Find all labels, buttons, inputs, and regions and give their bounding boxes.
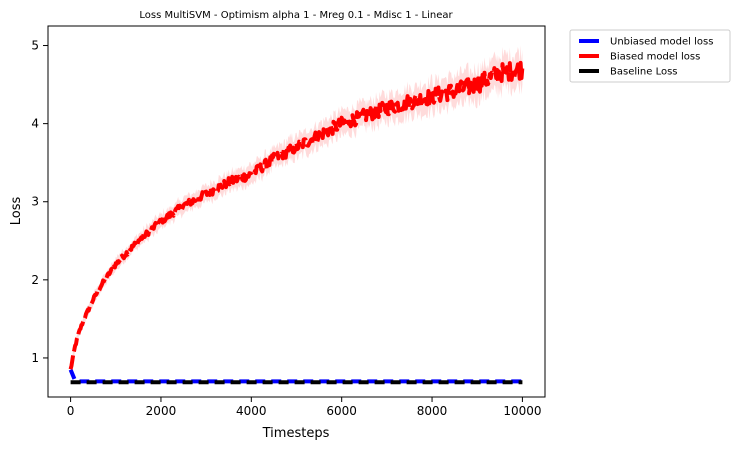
plot-frame [47, 25, 546, 398]
y-tick-label: 3 [31, 195, 39, 209]
y-tick-label: 1 [31, 351, 39, 365]
chart-title: Loss MultiSVM - Optimism alpha 1 - Mreg … [139, 10, 453, 21]
legend-frame [569, 29, 731, 83]
y-tick-label: 4 [31, 117, 39, 131]
y-axis-label: Loss [9, 197, 24, 226]
x-tick-label: 6000 [326, 404, 357, 418]
x-axis-label: Timesteps [262, 426, 330, 441]
legend-label: Baseline Loss [610, 67, 678, 78]
y-axis-ticks: 1 2 3 4 5 [31, 39, 48, 365]
series-layer [68, 60, 525, 385]
x-tick-label: 10000 [503, 404, 541, 418]
legend-label: Unbiased model loss [610, 37, 713, 48]
x-tick-label: 2000 [146, 404, 177, 418]
y-tick-label: 2 [31, 273, 39, 287]
series-line-biased-model-loss [68, 60, 525, 370]
y-tick-label: 5 [31, 39, 39, 53]
x-tick-label: 4000 [236, 404, 267, 418]
x-tick-label: 0 [67, 404, 75, 418]
x-tick-label: 8000 [417, 404, 448, 418]
legend-label: Biased model loss [610, 52, 700, 63]
x-axis-ticks: 0 2000 4000 6000 8000 10000 [67, 397, 542, 418]
legend: Unbiased model loss Biased model loss Base… [569, 29, 731, 83]
series-line-unbiased-model-loss [68, 368, 523, 384]
